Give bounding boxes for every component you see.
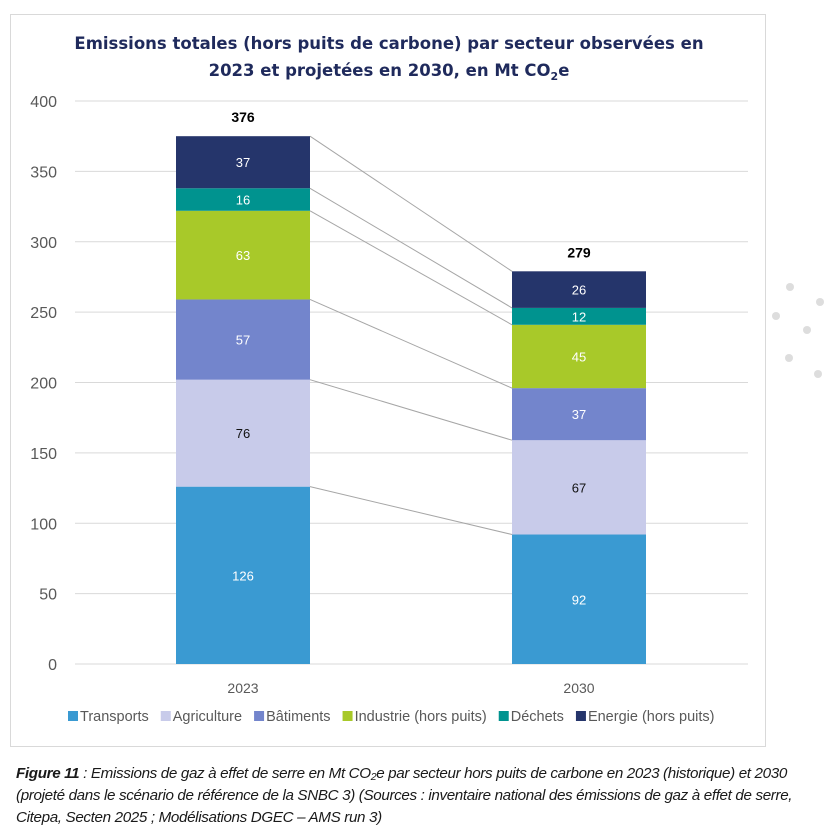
data-label: 92 bbox=[572, 592, 586, 607]
connector-line bbox=[309, 135, 513, 272]
bar-segment-energie-hors-puits--2023 bbox=[176, 136, 310, 189]
decorative-dot bbox=[803, 326, 811, 334]
chart-frame: Emissions totales (hors puits de carbone… bbox=[10, 14, 766, 747]
bar-segment-transports-2023 bbox=[176, 486, 310, 664]
caption-text: : Emissions de gaz à effet de serre en M… bbox=[16, 765, 793, 826]
x-axis-ticks: 2023 2030 bbox=[227, 680, 594, 696]
connector-line bbox=[309, 486, 513, 535]
x-tick-label: 2023 bbox=[227, 680, 258, 696]
data-label: 12 bbox=[572, 309, 586, 324]
decorative-dot bbox=[786, 283, 794, 291]
data-label: 57 bbox=[236, 333, 250, 348]
bar-segment-agriculture-2030 bbox=[512, 440, 646, 535]
data-label: 67 bbox=[572, 480, 586, 495]
legend-item: Energie (hors puits) bbox=[575, 709, 715, 725]
legend-swatch bbox=[68, 711, 78, 721]
y-tick-label: 200 bbox=[30, 376, 57, 393]
data-label: 26 bbox=[572, 283, 586, 298]
bar-segment-industrie-hors-puits--2023 bbox=[176, 210, 310, 300]
chart-title: Emissions totales (hors puits de carbone… bbox=[74, 34, 703, 83]
connector-line bbox=[309, 379, 513, 441]
data-label: 37 bbox=[572, 407, 586, 422]
y-tick-label: 150 bbox=[30, 446, 57, 463]
legend: Transports Agriculture Bâtiments Industrie … bbox=[68, 709, 714, 725]
decorative-dot bbox=[814, 370, 822, 378]
y-tick-label: 400 bbox=[30, 94, 57, 111]
bar-segment-d-chets-2023 bbox=[176, 188, 310, 211]
total-label: 279 bbox=[567, 244, 591, 260]
legend-item: Transports bbox=[68, 709, 149, 725]
legend-swatch bbox=[160, 711, 171, 721]
legend-swatch bbox=[575, 711, 586, 721]
title-subscript: 2 bbox=[551, 70, 559, 83]
data-label: 37 bbox=[236, 155, 250, 170]
chart-title-line-1: Emissions totales (hors puits de carbone… bbox=[74, 34, 703, 53]
bar-segment-industrie-hors-puits--2030 bbox=[512, 324, 646, 389]
legend-label: Energie (hors puits) bbox=[588, 709, 715, 725]
y-axis-ticks: 0 50 100 150 200 250 300 350 400 bbox=[30, 94, 57, 674]
legend-label: Bâtiments bbox=[266, 709, 330, 725]
legend-swatch bbox=[498, 711, 509, 721]
bar-segment-energie-hors-puits--2030 bbox=[512, 271, 646, 308]
data-label: 63 bbox=[236, 248, 250, 263]
y-tick-label: 300 bbox=[30, 235, 57, 252]
decorative-dot bbox=[772, 312, 780, 320]
bar-segment-b-timents-2030 bbox=[512, 388, 646, 441]
legend-item: Industrie (hors puits) bbox=[342, 709, 487, 725]
segment-labels: 126 76 57 63 16 37 376 92 67 37 45 12 26 279 bbox=[231, 109, 591, 607]
legend-swatch bbox=[254, 711, 265, 721]
chart-title-line-2: 2023 et projetées en 2030, en Mt CO2e bbox=[209, 61, 570, 83]
connector-line bbox=[309, 187, 513, 309]
data-label: 76 bbox=[236, 426, 250, 441]
bars bbox=[176, 136, 646, 664]
y-tick-label: 100 bbox=[30, 516, 57, 533]
y-tick-label: 350 bbox=[30, 164, 57, 181]
bar-segment-transports-2030 bbox=[512, 534, 646, 664]
connector-line bbox=[309, 210, 513, 326]
y-tick-label: 250 bbox=[30, 305, 57, 322]
legend-swatch bbox=[342, 711, 353, 721]
figure-label: Figure 11 bbox=[16, 765, 80, 782]
connector-lines bbox=[309, 135, 513, 535]
stacked-bar-chart: Emissions totales (hors puits de carbone… bbox=[30, 34, 748, 725]
legend-label: Transports bbox=[80, 709, 149, 725]
bar-segment-agriculture-2023 bbox=[176, 379, 310, 487]
connector-line bbox=[309, 298, 513, 389]
data-label: 126 bbox=[232, 568, 254, 583]
figure-caption: Figure 11 : Emissions de gaz à effet de … bbox=[16, 763, 828, 829]
title-suffix: e bbox=[558, 61, 569, 80]
data-label: 16 bbox=[236, 193, 250, 208]
decorative-dot bbox=[816, 298, 824, 306]
title-line-2-text: 2023 et projetées en 2030, en Mt CO bbox=[209, 61, 551, 80]
legend-label: Déchets bbox=[511, 709, 564, 725]
y-tick-label: 50 bbox=[39, 587, 57, 604]
legend-label: Industrie (hors puits) bbox=[355, 709, 487, 725]
legend-label: Agriculture bbox=[173, 709, 242, 725]
data-label: 45 bbox=[572, 349, 586, 364]
total-label: 376 bbox=[231, 109, 255, 125]
gridlines bbox=[75, 100, 748, 665]
legend-item: Agriculture bbox=[160, 709, 242, 725]
legend-item: Déchets bbox=[498, 709, 564, 725]
legend-item: Bâtiments bbox=[254, 709, 331, 725]
bar-segment-b-timents-2023 bbox=[176, 299, 310, 380]
bar-segment-d-chets-2030 bbox=[512, 307, 646, 325]
decorative-dot bbox=[785, 354, 793, 362]
y-tick-label: 0 bbox=[48, 657, 57, 674]
x-tick-label: 2030 bbox=[563, 680, 594, 696]
